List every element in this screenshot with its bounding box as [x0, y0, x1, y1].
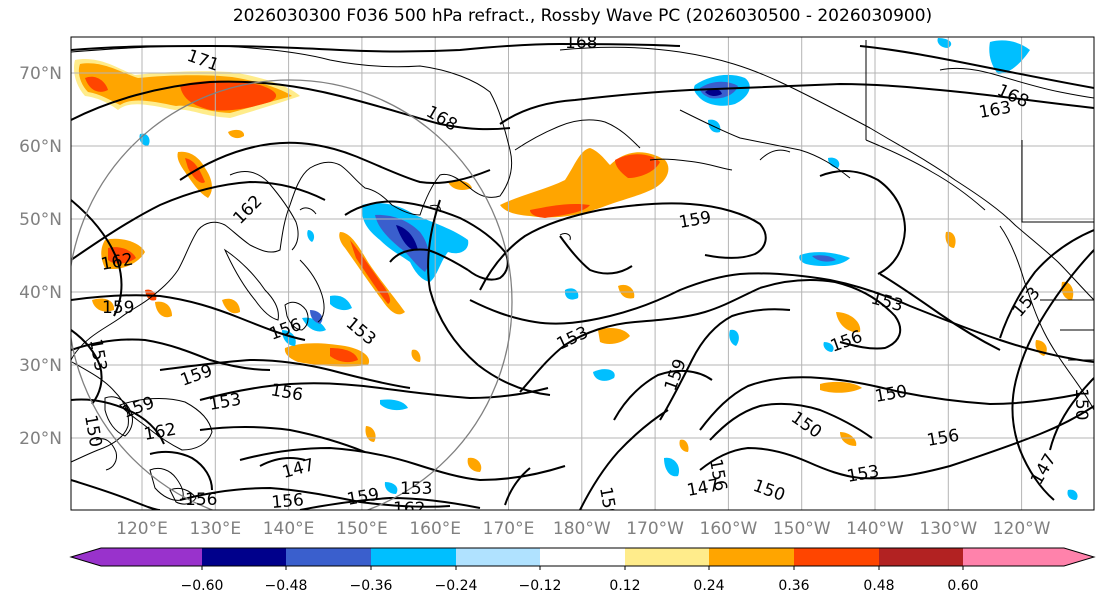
latitude-label: 70°N	[19, 64, 62, 84]
plot-frame	[70, 36, 1095, 511]
colorbar-swatch	[371, 548, 456, 566]
contour-label: 156	[271, 490, 305, 513]
anomaly-japan-south	[92, 238, 370, 367]
anomaly-siberia	[74, 58, 300, 118]
anomaly-central-pacific	[365, 231, 1074, 472]
colorbar-tick-label: −0.48	[265, 578, 308, 594]
colorbar-swatch	[963, 548, 1094, 566]
colorbar-tick-label: 0.36	[778, 578, 809, 594]
colorbar-outline	[69, 547, 1096, 567]
colorbar-swatch	[625, 548, 709, 566]
longitude-label: 130°W	[919, 519, 977, 539]
longitude-label: 120°E	[116, 519, 168, 539]
colorbar-swatch	[879, 548, 963, 566]
longitude-label: 150°W	[773, 519, 831, 539]
colorbar-tick-label: 0.60	[947, 578, 978, 594]
colorbar-tick-label: −0.36	[350, 578, 393, 594]
anomaly-japan-diagonal	[339, 232, 405, 315]
latitude-label: 50°N	[19, 210, 62, 230]
latitude-label: 20°N	[19, 429, 62, 449]
colorbar	[69, 547, 1096, 567]
colorbar-tick-label: 0.48	[863, 578, 894, 594]
latitude-labels: 70°N 60°N 50°N 40°N 30°N 20°N	[19, 64, 62, 449]
contour-label: 168	[565, 33, 597, 53]
contour-label: 150	[1071, 388, 1091, 420]
contour-labels: 171 168 168 168 163 162 162 159 159 159 …	[80, 33, 1091, 520]
colorbar-swatch	[202, 548, 286, 566]
contour-label: 153	[400, 479, 432, 499]
longitude-label: 160°E	[409, 519, 461, 539]
longitude-label: 130°E	[189, 519, 241, 539]
colorbar-tick-label: −0.24	[435, 578, 478, 594]
colorbar-swatch	[456, 548, 540, 566]
colorbar-tick-label: 0.24	[693, 578, 724, 594]
latitude-label: 40°N	[19, 283, 62, 303]
longitude-label: 180°W	[553, 519, 611, 539]
plot-area: 171 168 168 168 163 162 162 159 159 159 …	[71, 33, 1094, 520]
longitude-label: 150°E	[336, 519, 388, 539]
longitude-labels: 120°E 130°E 140°E 150°E 160°E 170°E 180°W 170°W…	[116, 519, 1051, 539]
shaded-anomalies	[74, 38, 1078, 500]
colorbar-swatch	[794, 548, 879, 566]
contour-label: 159	[102, 298, 134, 318]
colorbar-swatch	[286, 548, 371, 566]
colorbar-swatch	[540, 548, 625, 566]
colorbar-tick-label: −0.12	[519, 578, 562, 594]
colorbar-swatch	[709, 548, 794, 566]
colorbar-tick-label: −0.60	[181, 578, 224, 594]
colorbar-ticks: −0.60 −0.48 −0.36 −0.24 −0.12 0.12 0.24 0.36 0.4…	[181, 566, 979, 594]
longitude-label: 120°W	[993, 519, 1051, 539]
colorbar-swatch	[71, 548, 202, 566]
anomaly-bering-arc	[448, 148, 669, 218]
longitude-label: 170°E	[483, 519, 535, 539]
contour-label: 156	[185, 490, 217, 510]
contour-label: 150	[595, 485, 620, 520]
height-contours	[71, 42, 1094, 510]
latitude-label: 30°N	[19, 356, 62, 376]
colorbar-tick-label: 0.12	[609, 578, 640, 594]
longitude-label: 140°E	[263, 519, 315, 539]
longitude-label: 140°W	[846, 519, 904, 539]
longitude-label: 160°W	[700, 519, 758, 539]
longitude-label: 170°W	[626, 519, 684, 539]
map-title: 2026030300 F036 500 hPa refract., Rossby…	[232, 6, 933, 26]
projection-circle	[71, 79, 513, 510]
contour-label: 162	[393, 499, 425, 519]
latitude-label: 60°N	[19, 137, 62, 157]
